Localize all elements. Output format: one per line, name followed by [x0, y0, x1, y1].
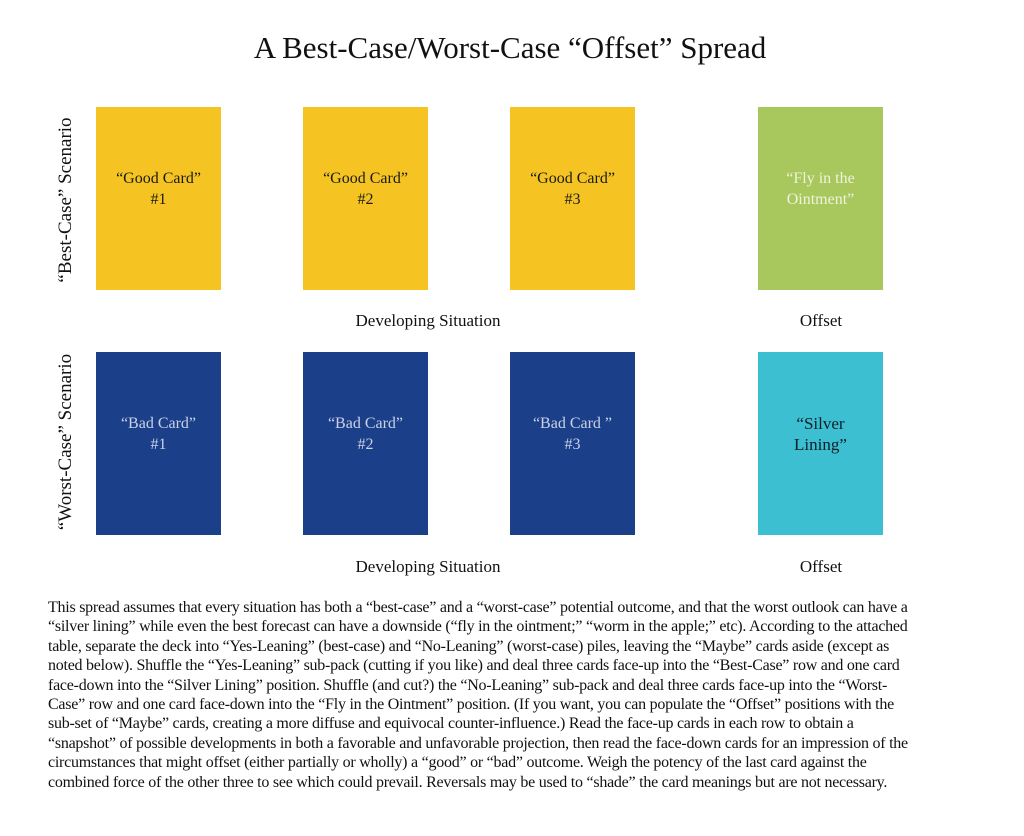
description-line: combined force of the other three to see… [48, 773, 888, 791]
card-number: #1 [150, 190, 167, 208]
card-number: #1 [150, 435, 167, 453]
row-label-worst-case: “Worst-Case” Scenario [55, 353, 76, 531]
card-title: “Silver [796, 413, 845, 433]
caption-developing-situation: Developing Situation [355, 311, 501, 330]
card-title: “Good Card” [323, 169, 408, 187]
description-line: face-down into the “Silver Lining” posit… [48, 676, 888, 694]
card-title: “Good Card” [530, 169, 615, 187]
card-title: “Good Card” [116, 169, 201, 187]
bad-card-2: “Bad Card” #2 [303, 352, 428, 535]
good-card-2: “Good Card” #2 [303, 107, 428, 290]
card-number: #2 [357, 435, 374, 453]
page-title: A Best-Case/Worst-Case “Offset” Spread [253, 30, 767, 65]
description-line: “silver lining” while even the best fore… [48, 618, 908, 636]
caption-developing-situation: Developing Situation [355, 557, 501, 576]
description-line: sub-set of “Maybe” cards, creating a mor… [48, 715, 854, 733]
description-line: circumstances that might offset (either … [48, 754, 867, 772]
caption-offset: Offset [799, 557, 843, 576]
card-number: #3 [564, 190, 581, 208]
good-card-3: “Good Card” #3 [510, 107, 635, 290]
good-card-1: “Good Card” #1 [96, 107, 221, 290]
row-label-best-case: “Best-Case” Scenario [55, 117, 76, 283]
card-title: “Fly in the [786, 169, 855, 187]
description-paragraph: This spread assumes that every situation… [48, 598, 1018, 792]
card-title-2: Ointment” [786, 190, 855, 208]
bad-card-1: “Bad Card” #1 [96, 352, 221, 535]
card-number: #2 [357, 190, 374, 208]
description-line: This spread assumes that every situation… [48, 599, 908, 616]
description-line: Case” row and one card face-down into th… [48, 696, 894, 714]
card-number: #3 [564, 435, 581, 453]
card-title: “Bad Card” [327, 414, 404, 432]
silver-lining-card: “Silver Lining” [758, 352, 883, 535]
description-line: noted below). Shuffle the “Yes-Leaning” … [48, 657, 900, 675]
description-line: “snapshot” of possible developments in b… [48, 734, 908, 752]
description-line: table, separate the deck into “Yes-Leani… [48, 637, 890, 655]
bad-card-3: “Bad Card ” #3 [510, 352, 635, 535]
card-title: “Bad Card” [120, 414, 197, 432]
caption-offset: Offset [799, 311, 843, 330]
card-title: “Bad Card ” [532, 414, 613, 432]
card-title-2: Lining” [794, 434, 847, 454]
fly-in-ointment-card: “Fly in the Ointment” [758, 107, 883, 290]
